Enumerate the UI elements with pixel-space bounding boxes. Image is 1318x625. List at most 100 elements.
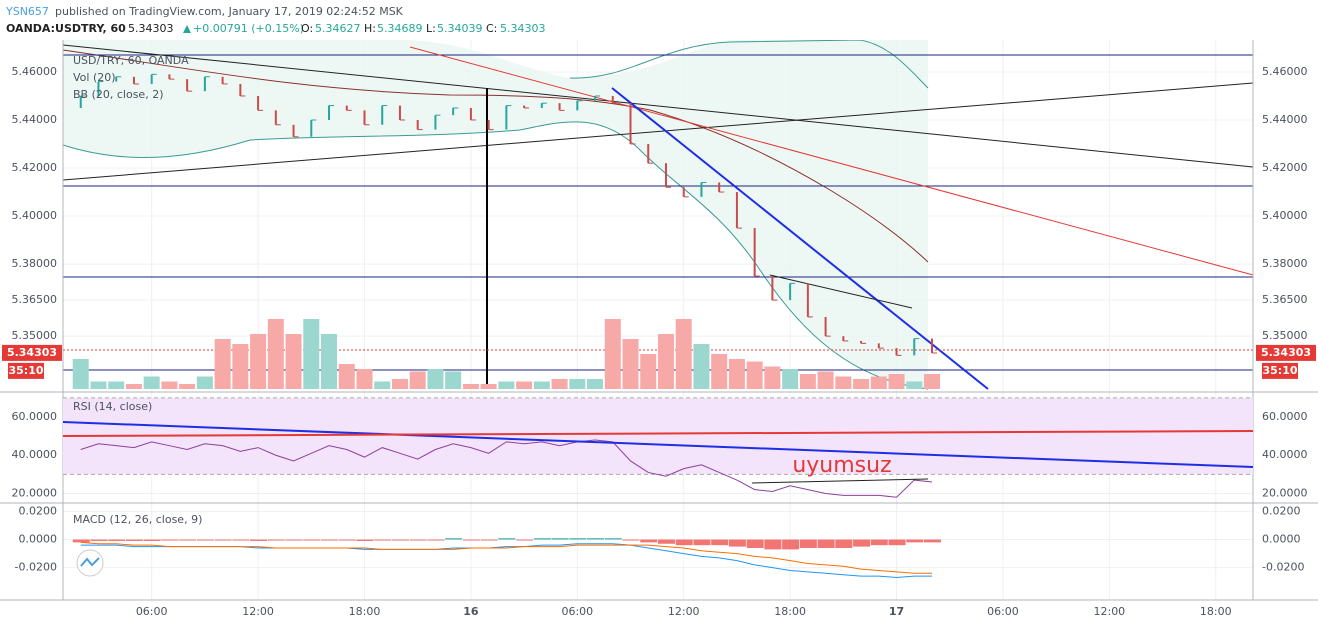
volume-bar xyxy=(285,334,302,389)
volume-bar xyxy=(143,376,160,389)
x-tick-label: 06:00 xyxy=(987,605,1019,618)
volume-bar xyxy=(427,369,444,389)
volume-bar xyxy=(179,384,196,389)
volume-bar xyxy=(906,381,923,389)
candle-body xyxy=(540,103,543,108)
marks: 06:00 12:00 18:00 16 06:00 12:00 18:00 17 06:00 1… xyxy=(2,65,1316,618)
y-tick-label: 5.36500 xyxy=(12,293,58,306)
x-tick-label: 16 xyxy=(463,605,479,618)
candle-body xyxy=(505,105,508,130)
y-tick-label: 60.0000 xyxy=(12,410,58,423)
countdown-box xyxy=(8,362,44,379)
volume-bar xyxy=(516,381,533,389)
y-tick-label: 5.44000 xyxy=(1262,113,1308,126)
candle-body xyxy=(434,115,437,130)
volume-bar xyxy=(870,376,887,389)
candle-body xyxy=(310,119,313,137)
y-tick-label: 5.40000 xyxy=(12,209,58,222)
volume-bar xyxy=(835,376,852,389)
histogram-bar xyxy=(321,539,339,541)
volume-bar xyxy=(799,374,816,389)
histogram-bar xyxy=(533,538,551,540)
y-tick-label: 0.0000 xyxy=(19,533,58,546)
volume-bar xyxy=(569,379,586,389)
candle-body xyxy=(576,100,579,111)
header-bg xyxy=(0,0,1318,40)
histogram-bar xyxy=(480,539,498,541)
volume-legend: Vol (20) xyxy=(73,71,116,84)
candle-body xyxy=(860,340,863,344)
trend-line xyxy=(62,82,1254,181)
candle-body xyxy=(664,163,667,188)
volume-bar xyxy=(924,374,941,389)
macd-legend: MACD (12, 26, close, 9) xyxy=(73,513,202,526)
histogram-bar xyxy=(108,539,126,541)
y-tick-label: 0.0200 xyxy=(1262,504,1301,517)
volume-bar xyxy=(161,381,178,389)
y-tick-label: 5.35000 xyxy=(12,329,58,342)
last: 5.34303 xyxy=(128,22,174,35)
y-tick-label: 20.0000 xyxy=(12,486,58,499)
volume-bar xyxy=(321,334,338,389)
histogram-bar xyxy=(604,538,622,540)
histogram-bar xyxy=(498,538,516,540)
histogram-bar xyxy=(462,539,480,541)
candle-body xyxy=(558,103,561,111)
histogram-bar xyxy=(196,539,214,541)
y-tick-label: 0.0200 xyxy=(19,504,58,517)
y-tick-label: 5.38000 xyxy=(1262,257,1308,270)
macd-line xyxy=(80,541,933,574)
bb-legend: BB (20, close, 2) xyxy=(73,88,164,101)
volume-bar xyxy=(728,359,745,389)
bollinger-upper xyxy=(569,39,929,89)
volume-bar xyxy=(196,376,213,389)
annotation: uyumsuz xyxy=(792,453,891,478)
x-tick-label: 18:00 xyxy=(349,605,381,618)
countdown-box xyxy=(1262,362,1298,379)
candle-body xyxy=(682,187,685,197)
trend-line xyxy=(62,430,1254,437)
username[interactable]: YSN657 xyxy=(5,5,49,18)
histogram-bar xyxy=(711,539,729,546)
y-tick-label: -0.0200 xyxy=(1262,561,1304,574)
y-tick-label: 40.0000 xyxy=(1262,448,1308,461)
candle-body xyxy=(97,81,100,96)
volume-bar xyxy=(409,371,426,389)
y-tick-label: 5.35000 xyxy=(1262,329,1308,342)
volume-bar xyxy=(462,384,479,389)
candle-body xyxy=(115,76,118,82)
candle-body xyxy=(611,95,614,104)
y-tick-label: 40.0000 xyxy=(12,448,58,461)
l: 5.34039 xyxy=(437,22,483,35)
candle-body xyxy=(274,110,277,125)
x-tick-label: 12:00 xyxy=(668,605,700,618)
volume-bar xyxy=(214,339,231,389)
y-tick-label: 0.0000 xyxy=(1262,533,1301,546)
volume-bar xyxy=(374,381,391,389)
candle-body xyxy=(398,105,401,120)
rsi-line xyxy=(80,439,933,498)
volume-bar xyxy=(356,369,373,389)
candle-body xyxy=(913,338,916,356)
volume-bar xyxy=(675,319,692,389)
histogram-bar xyxy=(356,539,374,541)
candle-body xyxy=(381,105,384,125)
histogram-bar xyxy=(835,539,853,548)
volume-bar xyxy=(604,319,621,389)
volume-bar xyxy=(853,379,870,389)
countdown: 35:10 xyxy=(8,364,43,377)
y-tick-label: 5.36500 xyxy=(1262,293,1308,306)
candle-body xyxy=(735,192,738,229)
volume-bar xyxy=(72,359,89,389)
candle-body xyxy=(328,105,331,120)
histogram-bar xyxy=(693,539,711,546)
candle-body xyxy=(452,107,455,116)
y-tick-label: 5.40000 xyxy=(1262,209,1308,222)
y-tick-label: 5.46000 xyxy=(12,65,58,78)
candle-body xyxy=(895,348,898,356)
volume-bar xyxy=(108,381,125,389)
c: 5.34303 xyxy=(500,22,546,35)
histogram-bar xyxy=(90,539,108,541)
volume-bar xyxy=(391,379,408,389)
histogram-bar xyxy=(587,538,605,540)
